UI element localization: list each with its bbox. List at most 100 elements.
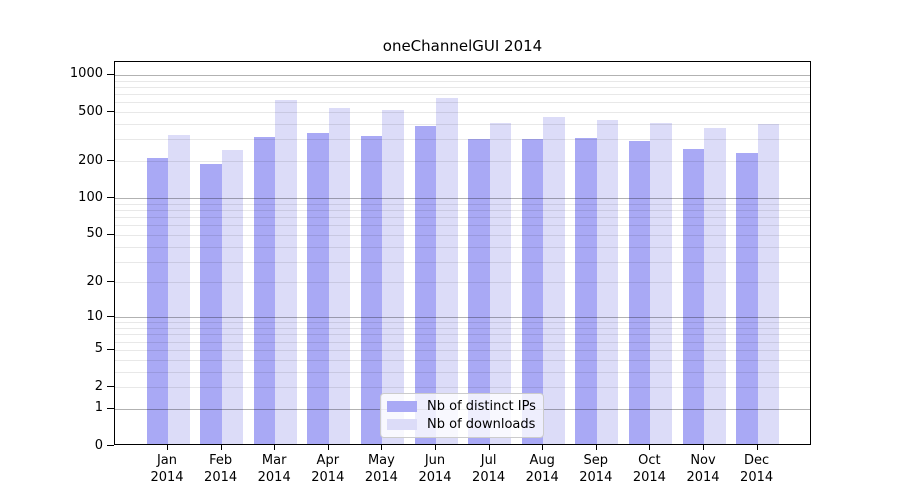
x-tick-mark-oct: [649, 445, 651, 450]
bar-distinct-ips-aug: [521, 139, 544, 444]
x-tick-mark-aug: [542, 445, 544, 450]
y-tick-mark-50: [107, 233, 114, 235]
x-tick-label-jun: Jun 2014: [418, 453, 452, 485]
gridline-minor-900: [115, 80, 810, 82]
gridline-minor-200: [115, 161, 810, 163]
gridline-minor-50: [115, 234, 810, 236]
gridline-minor-90: [115, 203, 810, 205]
bar-downloads-jan: [168, 134, 190, 444]
x-tick-label-apr: Apr 2014: [311, 453, 345, 485]
gridline-minor-800: [115, 86, 810, 88]
bar-distinct-ips-jan: [146, 157, 168, 444]
y-tick-mark-500: [107, 111, 114, 112]
x-tick-label-mar: Mar 2014: [257, 453, 291, 485]
gridline-minor-700: [115, 94, 810, 95]
bar-downloads-mar: [275, 99, 297, 444]
gridline-minor-7: [115, 334, 810, 336]
y-tick-mark-1000: [107, 73, 114, 75]
plot-area: Nb of distinct IPs Nb of downloads: [114, 61, 811, 445]
x-tick-label-dec: Dec 2014: [740, 453, 774, 485]
y-tick-mark-0: [107, 445, 114, 446]
gridline-minor-30: [115, 261, 810, 263]
x-tick-mark-apr: [327, 445, 329, 450]
gridline-minor-9: [115, 322, 810, 324]
y-tick-label-10: 10: [86, 308, 103, 324]
gridline-minor-40: [115, 246, 810, 248]
x-tick-label-aug: Aug 2014: [525, 453, 559, 485]
bar-downloads-jul: [489, 122, 512, 444]
bar-downloads-apr: [328, 107, 351, 444]
gridline-minor-3: [115, 371, 810, 373]
legend-label-distinct-ips: Nb of distinct IPs: [427, 399, 536, 415]
y-tick-mark-10: [107, 316, 114, 318]
gridline-minor-8: [115, 328, 810, 329]
legend-swatch-downloads: [387, 418, 417, 430]
bar-downloads-jun: [436, 97, 458, 444]
chart-title: oneChannelGUI 2014: [382, 37, 543, 55]
bar-downloads-nov: [704, 128, 726, 444]
y-tick-mark-2: [107, 386, 114, 387]
bar-distinct-ips-may: [360, 136, 383, 444]
x-tick-label-oct: Oct 2014: [632, 453, 666, 485]
y-tick-label-1000: 1000: [69, 66, 103, 82]
legend-swatch-distinct-ips: [387, 401, 417, 413]
gridline-minor-600: [115, 102, 810, 104]
bar-downloads-aug: [543, 117, 565, 444]
y-tick-label-0: 0: [94, 437, 103, 453]
bar-distinct-ips-nov: [682, 149, 704, 444]
x-tick-mark-jan: [167, 445, 168, 450]
x-tick-mark-dec: [756, 445, 758, 450]
y-tick-mark-100: [107, 197, 114, 199]
y-tick-label-1: 1: [94, 400, 103, 416]
x-tick-label-sep: Sep 2014: [579, 453, 613, 485]
bar-downloads-sep: [596, 119, 619, 444]
gridline-minor-2: [115, 387, 810, 388]
bars-layer: [115, 62, 810, 444]
y-tick-label-500: 500: [78, 103, 103, 119]
y-tick-label-50: 50: [86, 226, 103, 242]
x-tick-mark-jul: [488, 445, 490, 450]
y-tick-label-20: 20: [86, 273, 103, 289]
bar-distinct-ips-jul: [468, 138, 490, 444]
x-tick-label-nov: Nov 2014: [686, 453, 720, 485]
y-tick-mark-1: [107, 407, 114, 409]
bar-downloads-may: [382, 110, 404, 444]
bar-distinct-ips-jun: [414, 126, 436, 444]
gridline-minor-60: [115, 225, 810, 227]
gridline-minor-20: [115, 282, 810, 284]
legend-row-distinct-ips: Nb of distinct IPs: [387, 399, 537, 414]
grid-layer: [115, 62, 810, 444]
gridline-minor-300: [115, 139, 810, 141]
y-tick-mark-20: [107, 281, 114, 283]
bar-downloads-dec: [757, 123, 780, 444]
gridline-minor-80: [115, 209, 810, 211]
x-tick-mark-sep: [595, 445, 597, 450]
x-tick-label-jul: Jul 2014: [472, 453, 506, 485]
bar-distinct-ips-feb: [200, 164, 222, 444]
x-tick-label-may: May 2014: [364, 453, 398, 485]
gridline-minor-5: [115, 349, 810, 351]
bar-downloads-oct: [650, 122, 672, 444]
bar-distinct-ips-apr: [307, 132, 329, 444]
gridline-minor-400: [115, 124, 810, 125]
x-tick-mark-mar: [274, 445, 276, 450]
x-tick-mark-nov: [703, 445, 704, 450]
gridline-minor-4: [115, 359, 810, 361]
y-tick-mark-200: [107, 160, 114, 162]
bar-distinct-ips-oct: [628, 141, 651, 444]
gridline-minor-6: [115, 341, 810, 343]
legend-row-downloads: Nb of downloads: [387, 417, 537, 432]
y-tick-label-100: 100: [78, 189, 103, 205]
x-tick-mark-jun: [435, 445, 436, 450]
bar-downloads-feb: [221, 150, 244, 444]
gridline-minor-500: [115, 112, 810, 113]
x-tick-mark-may: [381, 445, 383, 450]
gridline-major-100: [115, 198, 810, 200]
x-tick-label-feb: Feb 2014: [204, 453, 238, 485]
legend-label-downloads: Nb of downloads: [427, 416, 536, 432]
bar-distinct-ips-dec: [736, 152, 758, 444]
gridline-major-1000: [115, 74, 810, 76]
gridline-major-10: [115, 317, 810, 319]
x-tick-label-jan: Jan 2014: [150, 453, 184, 485]
